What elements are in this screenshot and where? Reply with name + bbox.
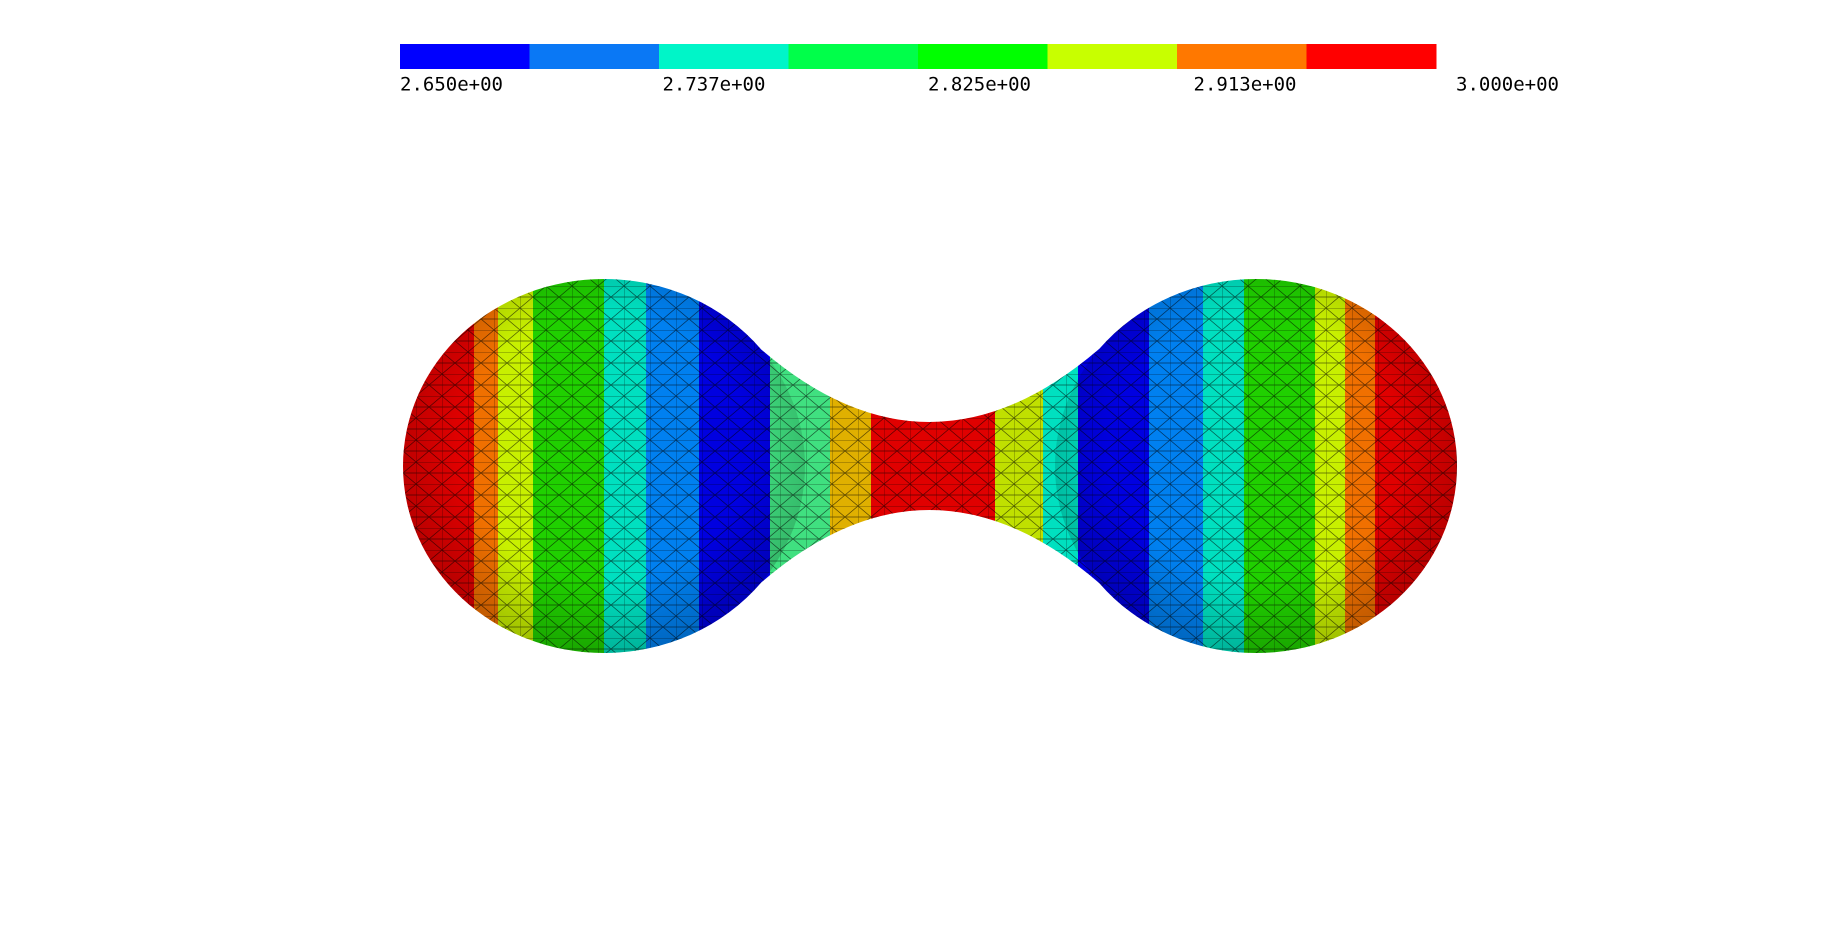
colorbar-segment <box>1047 44 1178 69</box>
colorbar-tick-label: 2.650e+00 <box>400 74 503 96</box>
colorbar-tick-label: 3.000e+00 <box>1456 74 1559 96</box>
mesh-surface <box>403 279 1457 653</box>
colorbar-tick-label: 2.825e+00 <box>928 74 1031 96</box>
colorbar-segment <box>1306 44 1437 69</box>
colorbar-segment <box>1177 44 1307 69</box>
colorbar-segment <box>788 44 919 69</box>
colorbar-segment <box>659 44 789 69</box>
colorbar-tick-label: 2.737e+00 <box>662 74 765 96</box>
colorbar-tick-label: 2.913e+00 <box>1194 74 1297 96</box>
colorbar-segment <box>918 44 1048 69</box>
colorbar: 2.650e+00 2.737e+00 2.825e+00 2.913e+00 3.00… <box>400 44 1559 96</box>
colorbar-segment <box>529 44 660 69</box>
colorbar-segment <box>400 44 530 69</box>
